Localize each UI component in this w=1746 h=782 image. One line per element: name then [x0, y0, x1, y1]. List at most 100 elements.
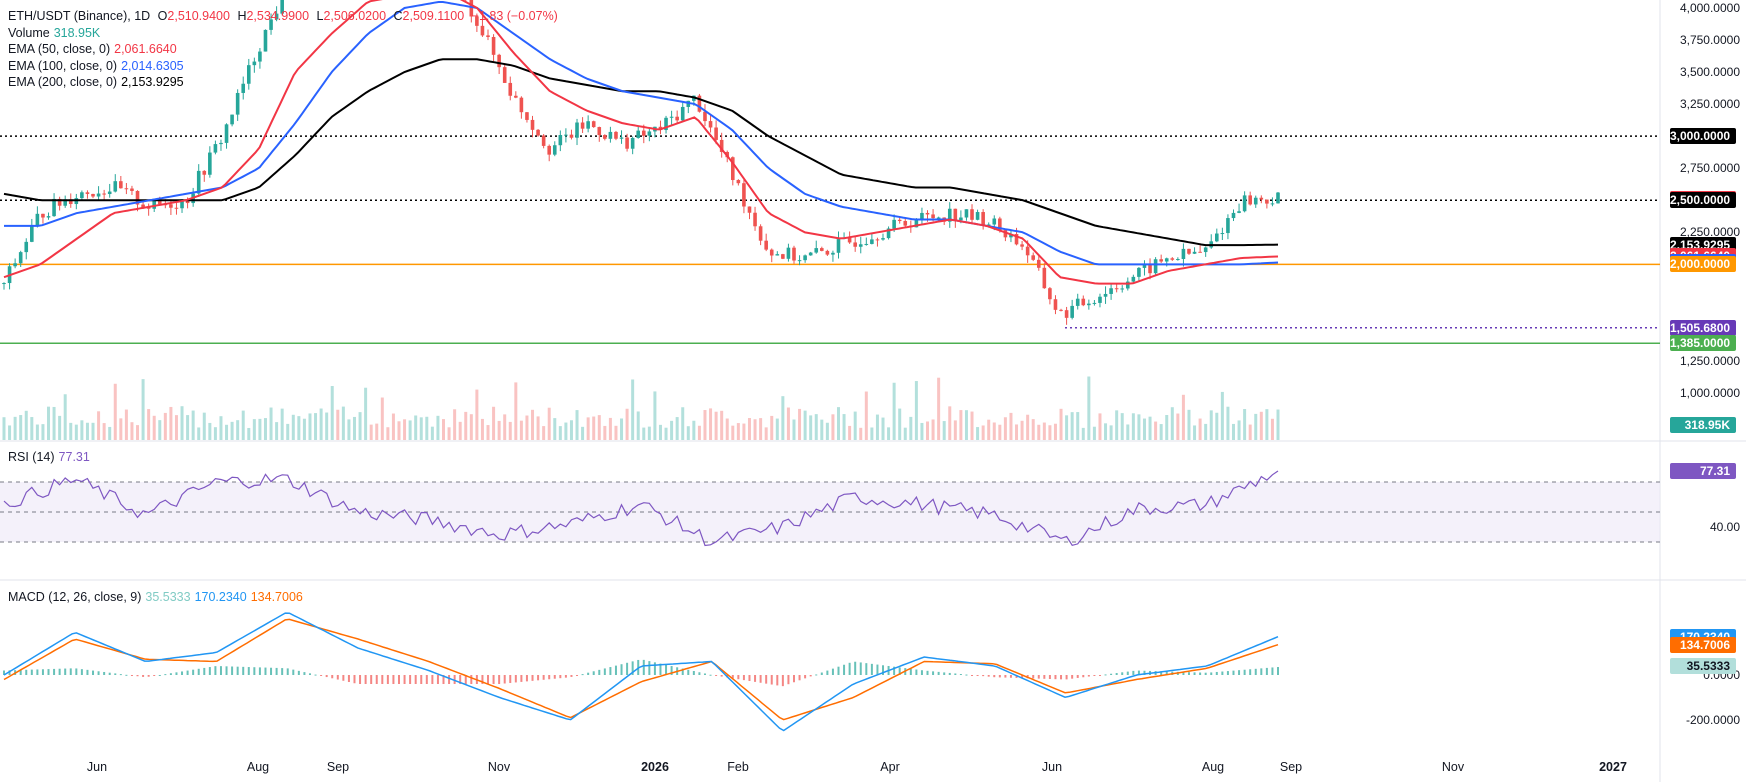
macd-hist-bar — [225, 666, 228, 675]
candle-body — [803, 255, 807, 261]
candle-body — [263, 29, 268, 52]
volume-bar — [480, 418, 484, 440]
volume-bar — [458, 421, 462, 440]
macd-hist-bar — [64, 668, 67, 675]
volume-bar — [492, 406, 496, 440]
macd-hist-bar — [1009, 675, 1012, 678]
volume-bar — [842, 414, 846, 440]
macd-hist-bar — [548, 675, 551, 680]
volume-bar — [319, 408, 323, 440]
candle-body — [252, 61, 257, 66]
volume-bar — [1209, 410, 1213, 440]
legend-high-label: H — [237, 9, 247, 23]
candle-body — [1170, 258, 1175, 260]
volume-bar — [180, 406, 184, 440]
volume-bar — [670, 420, 674, 440]
legend-ema50-line: EMA (50, close, 0) 2,061.6640 — [8, 41, 558, 58]
macd-hist-bar — [653, 662, 656, 675]
rsi-legend-value: 77.31 — [58, 450, 90, 464]
time-axis-label: Feb — [727, 760, 749, 774]
candle-body — [831, 252, 835, 255]
macd-hist-bar — [731, 675, 734, 679]
candle-body — [85, 192, 90, 194]
volume-bar — [503, 414, 507, 440]
volume-bar — [920, 422, 924, 440]
macd-hist-bar — [275, 667, 278, 675]
macd-hist-bar — [770, 675, 773, 685]
macd-hist-bar — [909, 668, 912, 675]
macd-hist-bar — [264, 667, 267, 675]
volume-bar — [469, 414, 473, 440]
candle-body — [497, 54, 501, 68]
macd-hist-bar — [487, 675, 490, 684]
macd-hist-bar — [297, 670, 300, 675]
candle-body — [219, 142, 223, 145]
macd-hist-bar — [965, 674, 968, 676]
volume-bar — [369, 424, 373, 440]
volume-bar — [97, 411, 101, 440]
macd-hist-bar — [1126, 671, 1129, 675]
volume-bar — [113, 383, 117, 440]
macd-hist-bar — [1137, 670, 1140, 675]
price-tag: 2,500.0000 — [1670, 192, 1736, 209]
volume-bar — [870, 427, 874, 440]
legend-open-label: O — [157, 9, 168, 23]
macd-hist-bar — [1254, 668, 1257, 675]
macd-hist-bar — [308, 673, 311, 675]
candle-body — [675, 116, 679, 121]
candle-body — [1259, 197, 1264, 200]
candle-body — [992, 218, 997, 225]
legend-open: 2,510.9400 — [167, 9, 230, 23]
candle-body — [502, 67, 507, 83]
volume-bar — [514, 382, 518, 440]
macd-hist-bar — [142, 675, 145, 677]
candle-body — [1009, 234, 1013, 238]
volume-bar — [1226, 406, 1230, 440]
volume-bar — [1037, 424, 1041, 440]
candle-body — [1031, 255, 1036, 260]
candle-body — [858, 244, 863, 247]
macd-hist-bar — [809, 675, 812, 677]
volume-bar — [553, 418, 557, 440]
macd-hist-bar — [798, 675, 801, 681]
candle-body — [647, 131, 652, 136]
volume-bar — [102, 423, 106, 440]
volume-bar — [1042, 422, 1046, 440]
macd-hist-bar — [186, 670, 189, 675]
candle-body — [196, 170, 201, 194]
candle-body — [2, 283, 6, 285]
price-axis-label: 1,250.0000 — [1679, 353, 1740, 368]
volume-bar — [1154, 421, 1158, 440]
volume-bar — [1070, 412, 1074, 440]
macd-hist-bar — [108, 672, 111, 675]
volume-bar — [836, 407, 840, 440]
volume-bar — [859, 427, 863, 440]
volume-bar — [848, 425, 852, 440]
volume-bar — [992, 422, 996, 440]
macd-hist-bar — [359, 675, 362, 684]
candle-body — [786, 247, 791, 259]
volume-bar — [1031, 419, 1035, 440]
candle-body — [274, 13, 279, 20]
volume-bar — [1131, 413, 1135, 440]
candle-body — [519, 97, 524, 113]
candle-body — [669, 116, 674, 118]
volume-bar — [942, 421, 946, 440]
candle-body — [80, 192, 84, 199]
candle-body — [1020, 244, 1024, 247]
legend-ohlc-line: ETH/USDT (Binance), 1D O2,510.9400 H2,53… — [8, 8, 558, 25]
volume-bar — [436, 415, 440, 440]
macd-hist-bar — [314, 674, 317, 676]
candle-body — [775, 254, 780, 256]
volume-bar — [792, 419, 796, 440]
macd-hist-bar — [431, 675, 434, 684]
volume-bar — [419, 417, 423, 440]
volume-bar — [314, 413, 318, 440]
macd-hist-bar — [125, 674, 128, 676]
candle-body — [964, 209, 969, 218]
candle-body — [686, 100, 691, 107]
macd-hist-bar — [609, 667, 612, 675]
macd-legend-signal: 134.7006 — [250, 590, 303, 604]
